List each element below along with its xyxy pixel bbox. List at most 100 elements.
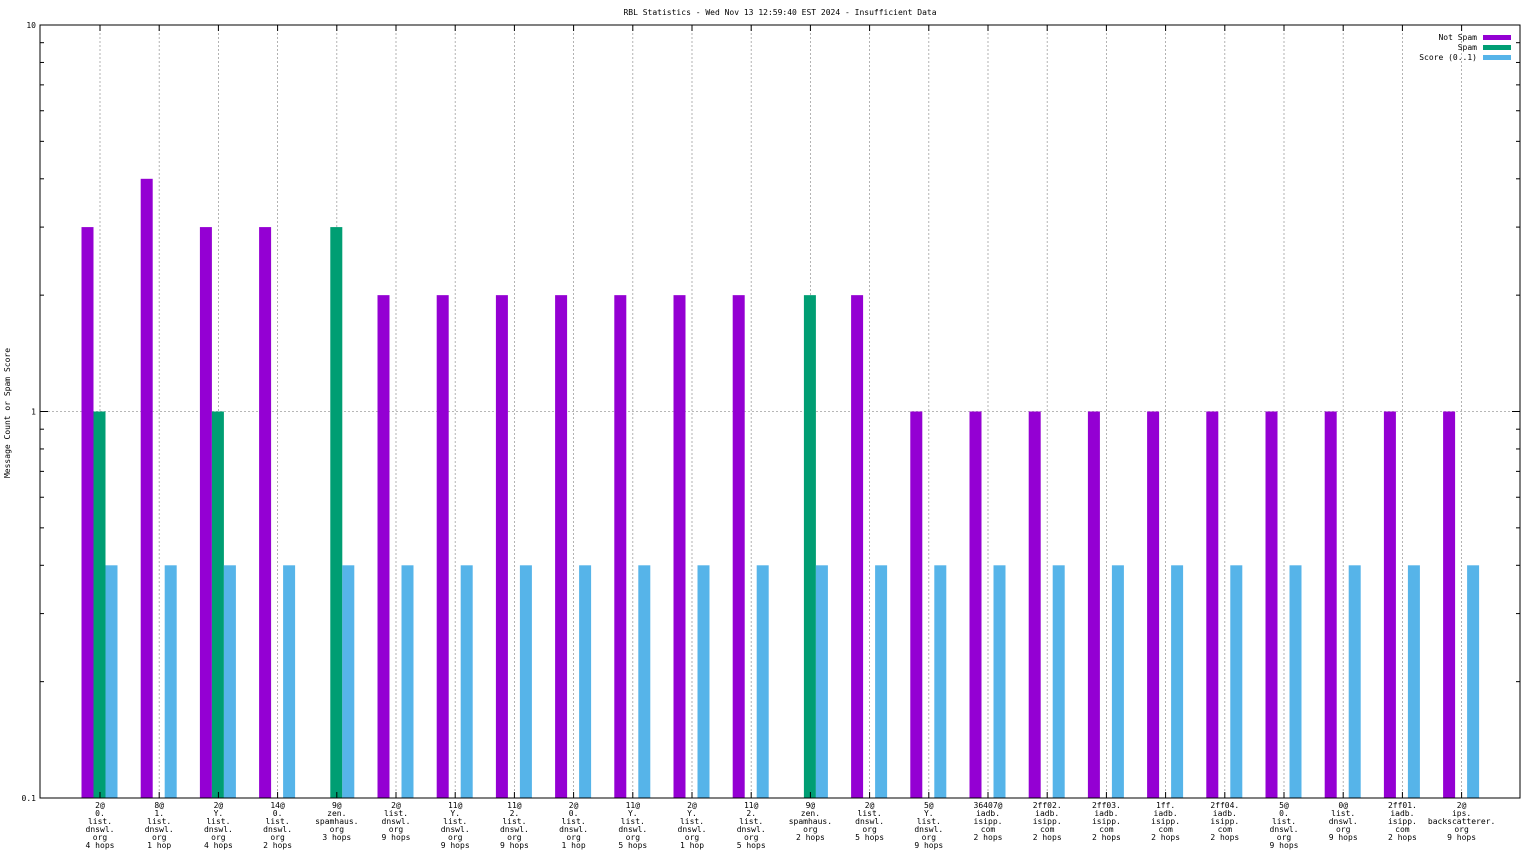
x-tick-label-line: isipp. <box>1210 817 1239 826</box>
bar-not-spam <box>1443 411 1456 798</box>
x-tick-label-line: org <box>270 833 285 842</box>
x-tick-label: 0@ list. dnswl. org 9 hops <box>1329 801 1358 842</box>
x-tick-label-line: com <box>1218 825 1233 834</box>
legend-label: Not Spam <box>1438 33 1477 42</box>
bar-not-spam <box>1383 411 1396 798</box>
x-tick-label-line: dnswl. <box>559 825 588 834</box>
x-tick-label-line: list. <box>502 817 526 826</box>
bar-not-spam <box>81 227 94 798</box>
bar-not-spam <box>614 295 627 798</box>
chart-title: RBL Statistics - Wed Nov 13 12:59:40 EST… <box>623 8 936 17</box>
x-tick-label-line: isipp. <box>1092 817 1121 826</box>
x-tick-label-line: com <box>1395 825 1410 834</box>
x-tick-label-line: 4 hops <box>204 841 233 850</box>
bar-score-0-1 <box>460 565 473 798</box>
bar-score-0-1 <box>1348 565 1361 798</box>
x-tick-label-line: 11@ <box>744 801 759 810</box>
x-tick-label-line: list. <box>443 817 467 826</box>
x-tick-label-line: 9 hops <box>382 833 411 842</box>
x-tick-label-line: Y. <box>924 809 934 818</box>
bar-score-0-1 <box>815 565 828 798</box>
bar-score-0-1 <box>579 565 592 798</box>
x-tick-label: 2@ Y. list. dnswl. org 1 hop <box>678 801 707 850</box>
x-tick-label-line: 5 hops <box>737 841 766 850</box>
x-tick-label: 5@ 0. list. dnswl. org 9 hops <box>1270 801 1299 850</box>
x-tick-label-line: 9 hops <box>500 841 529 850</box>
x-tick-label: 2@ list. dnswl. org 9 hops <box>382 801 411 842</box>
bar-score-0-1 <box>993 565 1006 798</box>
x-tick-label-line: 11@ <box>448 801 463 810</box>
y-axis-label: Message Count or Spam Score <box>3 348 12 478</box>
bar-not-spam <box>673 295 686 798</box>
x-tick-label: 8@ 1. list. dnswl. org 1 hop <box>145 801 174 850</box>
x-tick-label: 11@ 2. list. dnswl. org 5 hops <box>737 801 766 850</box>
x-tick-label-line: isipp. <box>1388 817 1417 826</box>
bar-not-spam <box>851 295 864 798</box>
x-tick-label-line: 2ff03. <box>1092 801 1121 810</box>
x-tick-label-line: 11@ <box>626 801 641 810</box>
x-tick-label-line: Y. <box>628 809 638 818</box>
x-tick-label-line: org <box>330 825 345 834</box>
x-tick-label-line: org <box>803 825 818 834</box>
x-tick-label-line: 2 hops <box>1210 833 1239 842</box>
x-tick-label: 9@ zen. spamhaus. org 2 hops <box>789 801 832 842</box>
x-tick-label-line: isipp. <box>1033 817 1062 826</box>
x-tick-label-line: 1 hop <box>680 841 704 850</box>
x-tick-label-line: list. <box>266 817 290 826</box>
x-tick-label-line: 2 hops <box>974 833 1003 842</box>
bar-score-0-1 <box>519 565 532 798</box>
x-tick-label-line: list. <box>858 809 882 818</box>
x-tick-label-line: org <box>566 833 581 842</box>
x-tick-label-line: list. <box>562 817 586 826</box>
x-tick-label-line: 5@ <box>1279 801 1289 810</box>
bar-not-spam <box>495 295 508 798</box>
bar-score-0-1 <box>756 565 769 798</box>
x-tick-label-line: iadb. <box>1213 809 1237 818</box>
x-tick-label-line: 1 hop <box>562 841 586 850</box>
legend-swatch <box>1483 55 1511 60</box>
x-tick-label: 11@ 2. list. dnswl. org 9 hops <box>500 801 529 850</box>
x-tick-label: 2@ 0. list. dnswl. org 4 hops <box>86 801 115 850</box>
bar-score-0-1 <box>1289 565 1302 798</box>
bar-score-0-1 <box>1171 565 1184 798</box>
axis-ticks: 0.1 1 10 <box>22 21 1520 803</box>
bar-not-spam <box>377 295 390 798</box>
bar-score-0-1 <box>164 565 177 798</box>
x-tick-label-line: 2 hops <box>1092 833 1121 842</box>
bar-not-spam <box>969 411 982 798</box>
x-tick-label-line: 2ff01. <box>1388 801 1417 810</box>
x-tick-label-line: 2@ <box>569 801 579 810</box>
legend-label: Spam <box>1458 43 1477 52</box>
x-tick-label: 1ff. iadb. isipp. com 2 hops <box>1151 801 1180 842</box>
x-tick-label-line: org <box>1336 825 1351 834</box>
x-tick-label-line: dnswl. <box>263 825 292 834</box>
legend-swatch <box>1483 45 1511 50</box>
x-tick-label-line: dnswl. <box>855 817 884 826</box>
x-tick-label-line: zen. <box>327 809 346 818</box>
x-tick-label-line: list. <box>147 817 171 826</box>
x-tick-label-line: dnswl. <box>678 825 707 834</box>
x-tick-label-line: 11@ <box>507 801 522 810</box>
bar-score-0-1 <box>1052 565 1065 798</box>
bar-score-0-1 <box>934 565 947 798</box>
x-tick-label-line: org <box>211 833 226 842</box>
x-tick-label-line: iadb. <box>1035 809 1059 818</box>
x-tick-label-line: com <box>981 825 996 834</box>
x-tick-label-line: isipp. <box>1151 817 1180 826</box>
x-tick-label-line: 0. <box>569 809 579 818</box>
x-tick-label-line: dnswl. <box>441 825 470 834</box>
x-tick-label-line: iadb. <box>1154 809 1178 818</box>
x-tick-label-line: spamhaus. <box>315 817 358 826</box>
bar-score-0-1 <box>401 565 414 798</box>
x-tick-label: 2ff02. iadb. isipp. com 2 hops <box>1033 801 1062 842</box>
bar-score-0-1 <box>1111 565 1124 798</box>
x-tick-label-line: 9@ <box>806 801 816 810</box>
bar-score-0-1 <box>875 565 888 798</box>
x-tick-label-line: 2 hops <box>1388 833 1417 842</box>
y-tick-label: 10 <box>26 21 36 30</box>
bar-not-spam <box>1028 411 1041 798</box>
x-tick-label-line: 2 hops <box>1033 833 1062 842</box>
x-tick-label: 2ff01. iadb. isipp. com 2 hops <box>1388 801 1417 842</box>
x-tick-label: 2ff03. iadb. isipp. com 2 hops <box>1092 801 1121 842</box>
